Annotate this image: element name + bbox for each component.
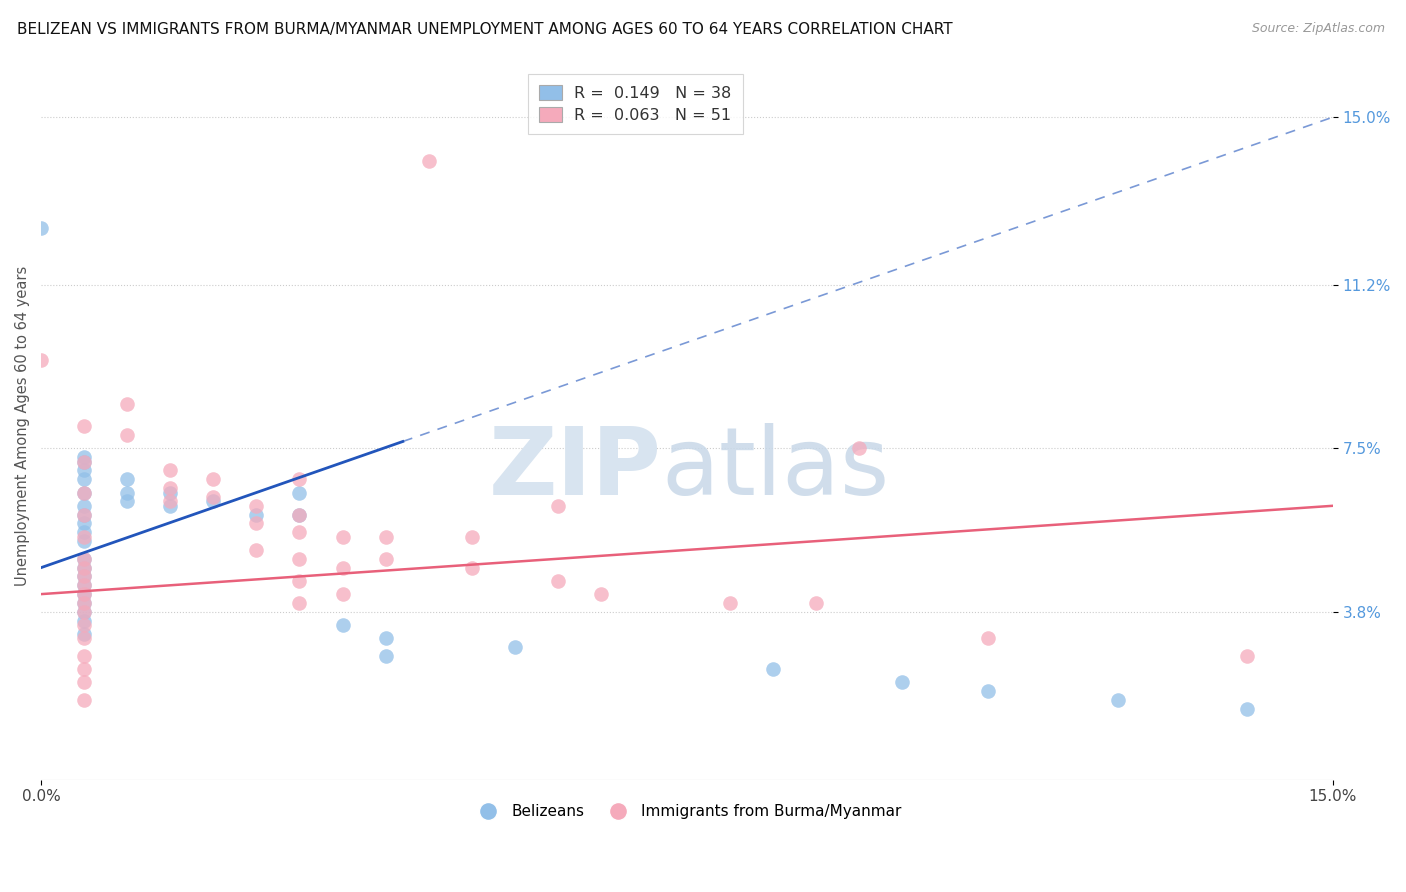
Point xyxy=(418,154,440,169)
Point xyxy=(30,220,52,235)
Point xyxy=(1236,702,1258,716)
Point xyxy=(73,534,96,549)
Point xyxy=(115,472,138,486)
Point xyxy=(73,648,96,663)
Point xyxy=(73,569,96,583)
Point xyxy=(73,596,96,610)
Point xyxy=(288,551,311,566)
Point xyxy=(73,605,96,619)
Point xyxy=(159,494,181,508)
Point xyxy=(288,508,311,522)
Point xyxy=(73,605,96,619)
Point xyxy=(288,596,311,610)
Point xyxy=(332,530,354,544)
Point xyxy=(73,419,96,434)
Point xyxy=(73,525,96,540)
Text: atlas: atlas xyxy=(661,423,890,515)
Point xyxy=(503,640,526,654)
Point xyxy=(73,516,96,531)
Point xyxy=(159,499,181,513)
Point xyxy=(73,578,96,592)
Point xyxy=(977,632,1000,646)
Point xyxy=(73,499,96,513)
Point xyxy=(73,662,96,676)
Text: Source: ZipAtlas.com: Source: ZipAtlas.com xyxy=(1251,22,1385,36)
Point xyxy=(73,587,96,601)
Point xyxy=(73,485,96,500)
Point xyxy=(245,499,267,513)
Point xyxy=(547,499,569,513)
Point xyxy=(73,455,96,469)
Point xyxy=(73,508,96,522)
Point xyxy=(73,560,96,574)
Point xyxy=(115,428,138,442)
Point xyxy=(460,530,482,544)
Point xyxy=(245,516,267,531)
Point xyxy=(73,693,96,707)
Point xyxy=(718,596,741,610)
Point xyxy=(806,596,828,610)
Point xyxy=(73,485,96,500)
Point xyxy=(30,353,52,368)
Point xyxy=(332,618,354,632)
Point xyxy=(288,525,311,540)
Point xyxy=(73,632,96,646)
Point xyxy=(374,551,396,566)
Point xyxy=(1107,693,1129,707)
Point xyxy=(73,551,96,566)
Point xyxy=(73,618,96,632)
Point xyxy=(73,587,96,601)
Point xyxy=(288,485,311,500)
Point xyxy=(977,684,1000,698)
Point xyxy=(332,587,354,601)
Point xyxy=(202,490,225,504)
Point xyxy=(115,494,138,508)
Point xyxy=(374,648,396,663)
Point xyxy=(73,551,96,566)
Point xyxy=(547,574,569,588)
Text: ZIP: ZIP xyxy=(488,423,661,515)
Point xyxy=(159,481,181,495)
Point xyxy=(73,463,96,477)
Y-axis label: Unemployment Among Ages 60 to 64 years: Unemployment Among Ages 60 to 64 years xyxy=(15,266,30,586)
Point xyxy=(374,530,396,544)
Point xyxy=(73,530,96,544)
Point xyxy=(374,632,396,646)
Point xyxy=(159,485,181,500)
Point xyxy=(1236,648,1258,663)
Point xyxy=(73,569,96,583)
Point xyxy=(288,508,311,522)
Point xyxy=(73,627,96,641)
Point xyxy=(73,596,96,610)
Point xyxy=(460,560,482,574)
Point xyxy=(115,397,138,411)
Point xyxy=(73,508,96,522)
Point xyxy=(73,614,96,628)
Point xyxy=(245,543,267,558)
Point xyxy=(73,675,96,690)
Point xyxy=(288,472,311,486)
Point xyxy=(245,508,267,522)
Point xyxy=(73,455,96,469)
Point xyxy=(202,472,225,486)
Point xyxy=(202,494,225,508)
Point xyxy=(159,463,181,477)
Text: BELIZEAN VS IMMIGRANTS FROM BURMA/MYANMAR UNEMPLOYMENT AMONG AGES 60 TO 64 YEARS: BELIZEAN VS IMMIGRANTS FROM BURMA/MYANMA… xyxy=(17,22,952,37)
Point xyxy=(73,560,96,574)
Legend: Belizeans, Immigrants from Burma/Myanmar: Belizeans, Immigrants from Burma/Myanmar xyxy=(467,797,907,825)
Point xyxy=(73,578,96,592)
Point xyxy=(332,560,354,574)
Point xyxy=(288,574,311,588)
Point xyxy=(891,675,914,690)
Point xyxy=(589,587,612,601)
Point xyxy=(762,662,785,676)
Point xyxy=(73,450,96,465)
Point xyxy=(115,485,138,500)
Point xyxy=(73,472,96,486)
Point xyxy=(848,442,870,456)
